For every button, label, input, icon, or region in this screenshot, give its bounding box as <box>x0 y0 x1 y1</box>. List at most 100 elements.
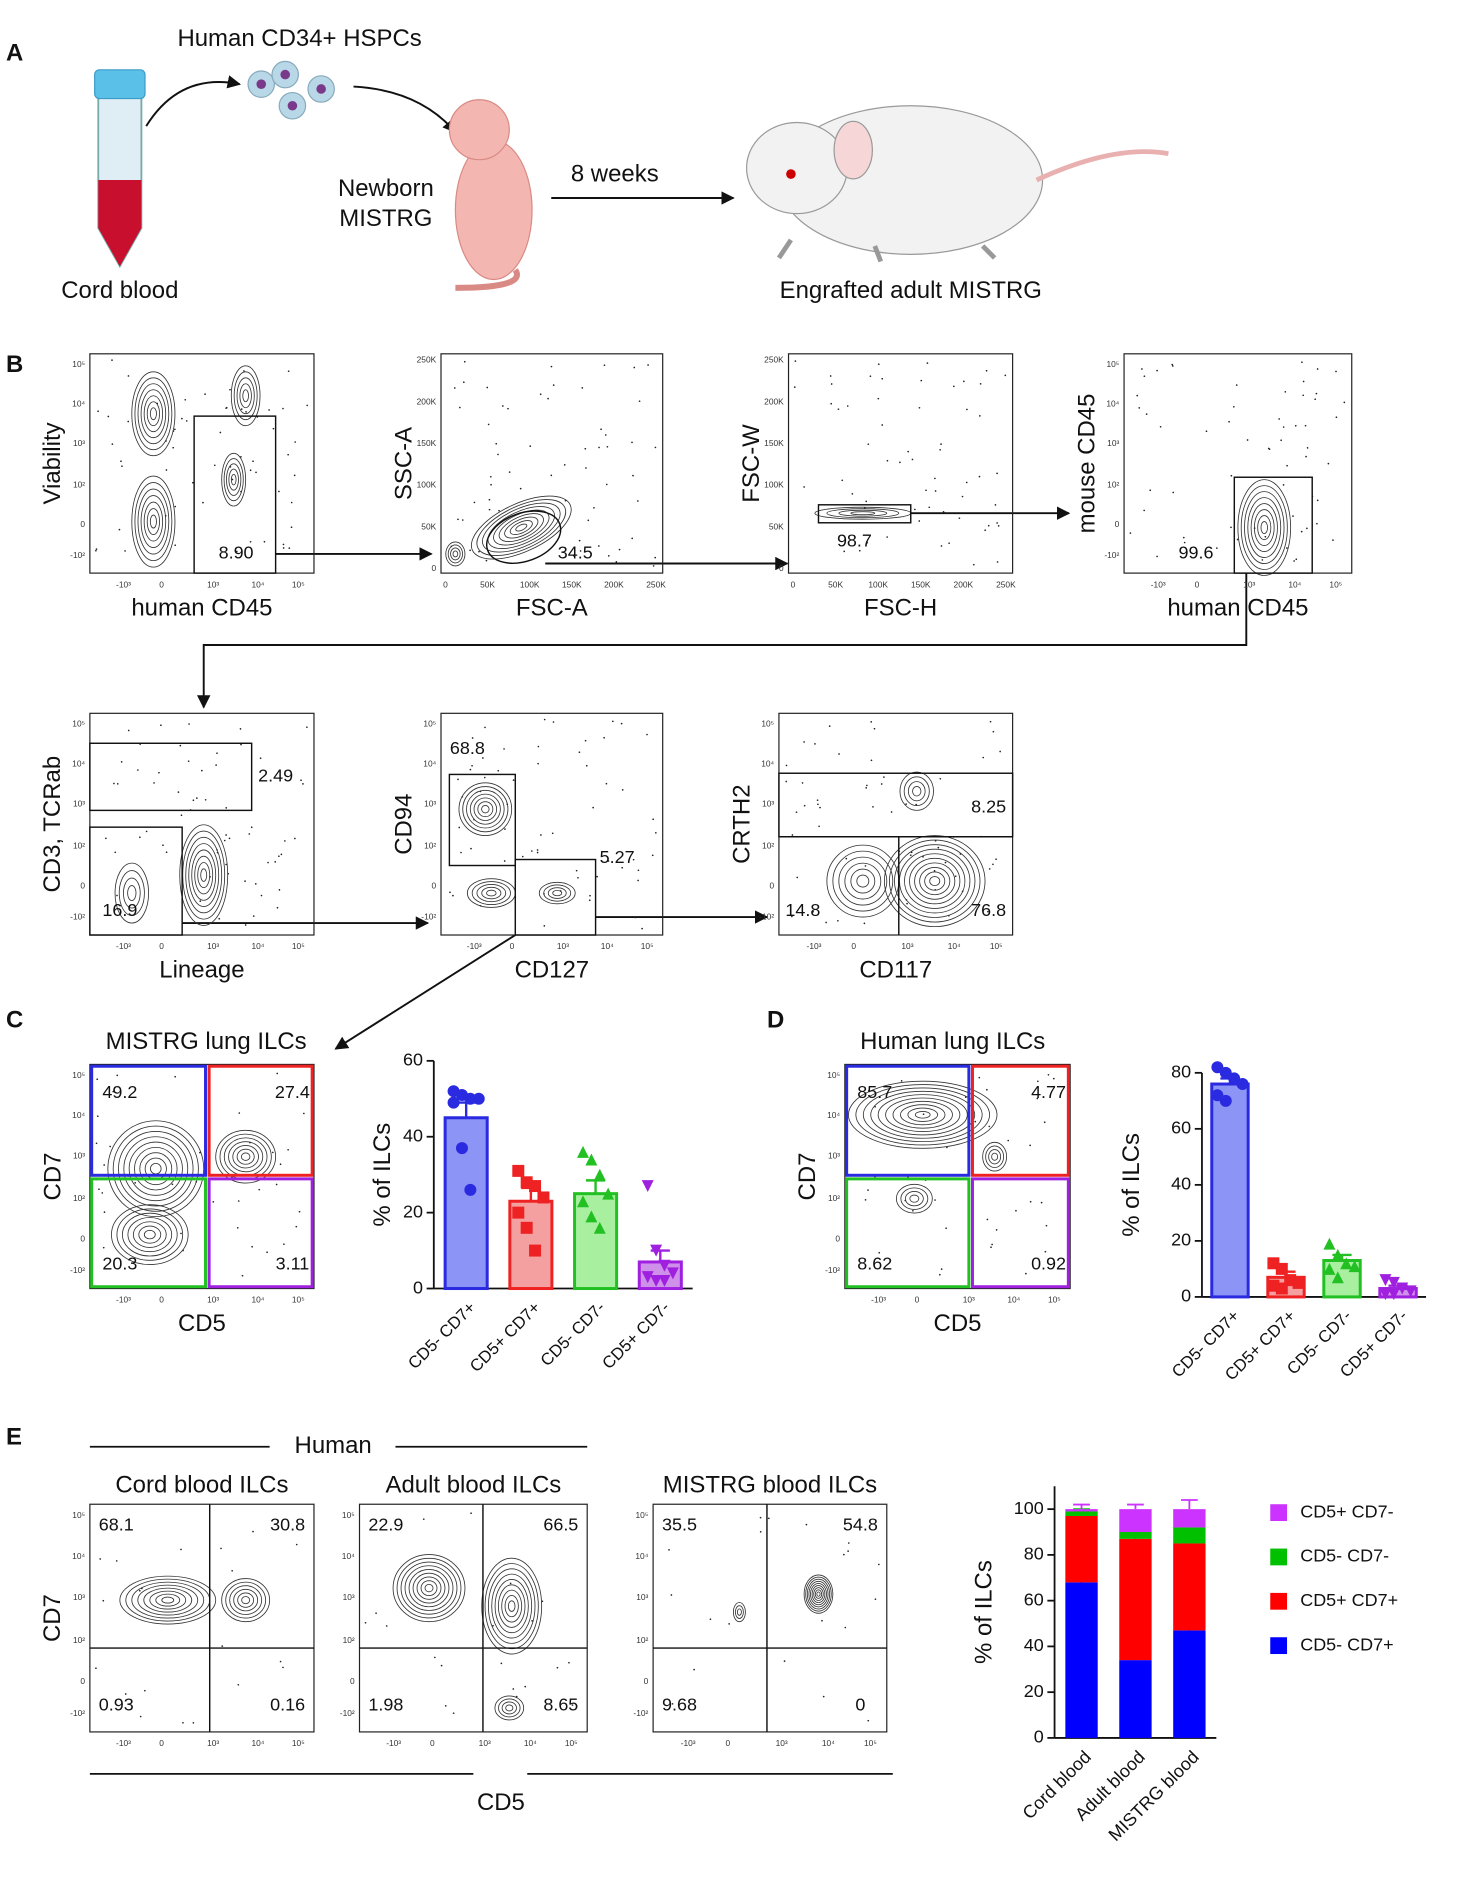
event-dot <box>912 1209 914 1212</box>
event-dot <box>1141 368 1143 370</box>
contour <box>118 870 145 916</box>
event-dot <box>279 1660 282 1663</box>
event-dot <box>165 469 168 471</box>
event-dot <box>1230 526 1232 529</box>
gate-value: 85.7 <box>857 1082 892 1102</box>
event-dot <box>940 443 942 445</box>
event-dot <box>914 508 916 511</box>
event-dot <box>847 1550 849 1552</box>
x-tick-label: 10⁵ <box>864 1738 877 1748</box>
y-axis-label: CD7 <box>39 1594 66 1642</box>
event-dot <box>866 541 869 544</box>
plot-frame <box>652 1503 888 1733</box>
event-dot <box>185 420 188 422</box>
contour <box>493 509 550 546</box>
event-dot <box>1143 509 1146 512</box>
event-dot <box>1302 380 1305 383</box>
x-tick-label: -10³ <box>681 1738 696 1748</box>
event-dot <box>605 483 608 486</box>
event-dot <box>103 1211 106 1213</box>
data-point <box>472 1092 485 1105</box>
event-dot <box>248 833 251 835</box>
x-tick-label: 0 <box>430 1738 435 1748</box>
data-point <box>1331 1271 1344 1284</box>
event-dot <box>1282 426 1285 428</box>
event-dot <box>127 375 130 377</box>
event-dot <box>940 1268 943 1270</box>
event-dot <box>202 501 204 504</box>
event-dot <box>225 807 228 809</box>
contour <box>228 1141 264 1173</box>
y-tick-label: 10⁴ <box>635 1551 648 1561</box>
y-tick-label: 40 <box>1171 1174 1191 1194</box>
event-dot <box>171 1183 174 1186</box>
y-tick-label: 0 <box>1115 519 1120 529</box>
contour <box>486 889 497 897</box>
event-dot <box>221 1645 224 1647</box>
contour <box>471 881 511 905</box>
event-dot <box>866 784 868 787</box>
event-dot <box>793 386 796 388</box>
event-dot <box>1343 401 1346 404</box>
event-dot <box>934 1199 936 1201</box>
event-dot <box>490 483 492 486</box>
event-dot <box>300 779 302 782</box>
contour <box>484 1563 539 1650</box>
plot-title: MISTRG lung ILCs <box>106 1028 307 1055</box>
data-point <box>666 1267 679 1280</box>
event-dot <box>225 863 227 866</box>
event-dot <box>204 798 207 801</box>
contour <box>909 1194 920 1203</box>
event-dot <box>1292 515 1294 517</box>
contour <box>229 1585 263 1615</box>
event-dot <box>551 832 554 835</box>
contour <box>850 868 876 894</box>
data-point <box>1387 1276 1400 1289</box>
event-dot <box>114 851 117 854</box>
event-dot <box>271 1151 274 1154</box>
event-dot <box>461 519 464 521</box>
event-dot <box>244 880 246 882</box>
x-tick-label: 10⁵ <box>565 1738 578 1748</box>
event-dot <box>1171 365 1174 367</box>
y-axis-label: % of ILCs <box>369 1123 396 1227</box>
event-dot <box>471 764 473 767</box>
event-dot <box>201 769 203 772</box>
y-axis-label: CD94 <box>390 794 417 855</box>
event-dot <box>838 753 840 755</box>
contour <box>424 1583 434 1593</box>
event-dot <box>783 1660 786 1662</box>
event-dot <box>1029 1144 1031 1147</box>
event-dot <box>509 1582 512 1585</box>
y-tick-label: 20 <box>1171 1230 1191 1250</box>
event-dot <box>512 779 515 781</box>
event-dot <box>1302 394 1305 397</box>
event-dot <box>182 1721 184 1724</box>
plot-title: Adult blood ILCs <box>385 1472 561 1499</box>
event-dot <box>184 398 187 401</box>
event-dot <box>1171 363 1174 366</box>
event-dot <box>864 865 867 867</box>
event-dot <box>484 726 486 729</box>
event-dot <box>945 1227 947 1230</box>
event-dot <box>633 366 636 369</box>
contour <box>877 1094 968 1136</box>
event-dot <box>260 894 263 897</box>
event-dot <box>880 783 883 785</box>
event-dot <box>105 837 107 840</box>
event-dot <box>519 487 522 490</box>
event-dot <box>228 837 231 840</box>
data-point <box>593 1221 606 1234</box>
event-dot <box>162 844 164 847</box>
event-dot <box>524 1685 527 1688</box>
data-point <box>658 1259 671 1272</box>
y-tick-label: 10³ <box>73 1592 85 1602</box>
event-dot <box>865 787 868 789</box>
event-dot <box>116 1074 119 1077</box>
event-dot <box>112 1090 115 1093</box>
event-dot <box>444 1705 447 1707</box>
event-dot <box>819 806 821 809</box>
data-point <box>585 1210 598 1223</box>
x-tick-label: 10⁵ <box>990 941 1003 951</box>
event-dot <box>709 1618 712 1621</box>
